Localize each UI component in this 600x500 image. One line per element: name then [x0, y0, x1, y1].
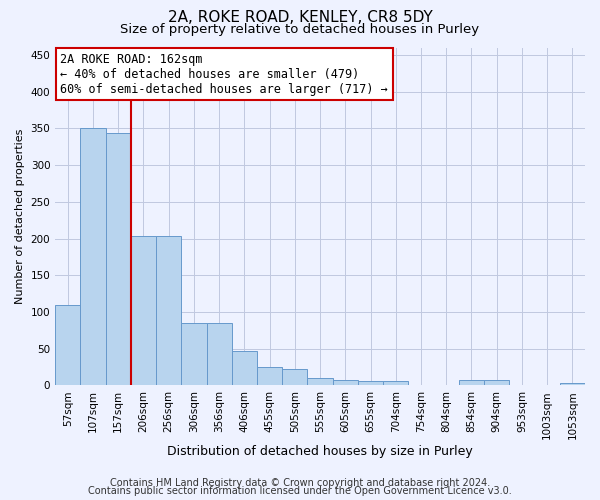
- Bar: [535, 384, 560, 386]
- Bar: [409, 384, 434, 386]
- X-axis label: Distribution of detached houses by size in Purley: Distribution of detached houses by size …: [167, 444, 473, 458]
- Bar: [80, 128, 106, 386]
- Y-axis label: Number of detached properties: Number of detached properties: [15, 129, 25, 304]
- Text: Contains public sector information licensed under the Open Government Licence v3: Contains public sector information licen…: [88, 486, 512, 496]
- Text: 2A, ROKE ROAD, KENLEY, CR8 5DY: 2A, ROKE ROAD, KENLEY, CR8 5DY: [167, 10, 433, 25]
- Bar: [383, 381, 409, 386]
- Bar: [232, 351, 257, 386]
- Bar: [131, 236, 156, 386]
- Bar: [459, 380, 484, 386]
- Bar: [181, 323, 206, 386]
- Bar: [282, 370, 307, 386]
- Bar: [560, 382, 585, 386]
- Bar: [509, 384, 535, 386]
- Text: 2A ROKE ROAD: 162sqm
← 40% of detached houses are smaller (479)
60% of semi-deta: 2A ROKE ROAD: 162sqm ← 40% of detached h…: [61, 52, 388, 96]
- Bar: [332, 380, 358, 386]
- Bar: [358, 381, 383, 386]
- Bar: [484, 380, 509, 386]
- Bar: [156, 236, 181, 386]
- Bar: [307, 378, 332, 386]
- Text: Contains HM Land Registry data © Crown copyright and database right 2024.: Contains HM Land Registry data © Crown c…: [110, 478, 490, 488]
- Bar: [106, 134, 131, 386]
- Bar: [55, 304, 80, 386]
- Bar: [434, 384, 459, 386]
- Text: Size of property relative to detached houses in Purley: Size of property relative to detached ho…: [121, 22, 479, 36]
- Bar: [257, 367, 282, 386]
- Bar: [206, 323, 232, 386]
